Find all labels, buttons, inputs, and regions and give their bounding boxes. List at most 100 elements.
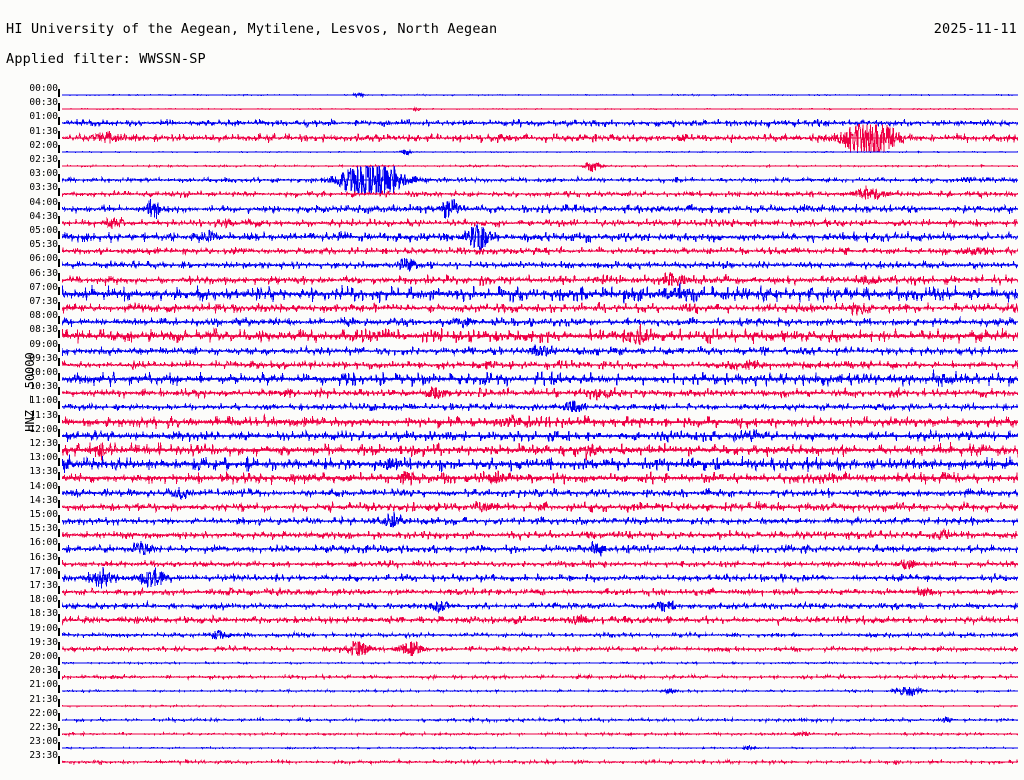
seismic-trace <box>62 606 1018 634</box>
seismic-trace <box>62 308 1018 336</box>
trace-time-label: 07:00 <box>29 281 58 293</box>
plot-date: 2025-11-11 <box>933 21 1017 37</box>
trace-row: 14:30 <box>0 495 1024 514</box>
seismic-trace <box>62 706 1018 734</box>
seismic-trace <box>62 280 1018 308</box>
trace-time-label: 16:00 <box>29 537 58 549</box>
trace-row: 09:30 <box>0 353 1024 372</box>
trace-time-label: 15:30 <box>29 523 58 535</box>
seismic-trace <box>62 635 1018 663</box>
seismic-trace <box>62 578 1018 606</box>
trace-axis-tick <box>58 713 60 722</box>
seismic-trace <box>62 351 1018 379</box>
seismic-trace <box>62 592 1018 620</box>
trace-row: 15:30 <box>0 524 1024 542</box>
trace-row: 11:30 <box>0 410 1024 430</box>
trace-axis-tick <box>58 642 60 651</box>
trace-time-label: 02:00 <box>29 139 58 151</box>
trace-row: 22:00 <box>0 708 1024 727</box>
trace-row: 21:30 <box>0 694 1024 713</box>
seismic-trace <box>62 479 1018 507</box>
trace-time-label: 23:30 <box>29 750 58 762</box>
trace-time-label: 22:30 <box>29 722 58 733</box>
trace-row: 20:30 <box>0 666 1024 684</box>
trace-time-label: 09:00 <box>29 338 58 350</box>
trace-axis-tick <box>58 443 60 452</box>
seismic-trace <box>62 123 1018 152</box>
trace-row: 12:30 <box>0 439 1024 461</box>
trace-axis-tick <box>58 287 60 296</box>
trace-row: 21:00 <box>0 680 1024 698</box>
trace-time-label: 02:30 <box>29 154 58 165</box>
trace-time-label: 09:30 <box>29 352 58 364</box>
trace-row: 22:30 <box>0 723 1024 741</box>
trace-row: 08:30 <box>0 324 1024 346</box>
trace-row: 03:30 <box>0 183 1024 201</box>
trace-axis-tick <box>58 415 60 424</box>
seismic-trace <box>62 493 1018 521</box>
trace-row: 12:00 <box>0 424 1024 443</box>
trace-row: 01:30 <box>0 123 1024 152</box>
trace-time-label: 13:00 <box>29 452 58 464</box>
trace-time-label: 03:30 <box>29 182 58 194</box>
trace-time-label: 00:30 <box>29 97 58 109</box>
seismic-trace <box>62 95 1018 123</box>
trace-axis-tick <box>58 684 60 693</box>
trace-axis-tick <box>58 159 60 168</box>
seismic-trace <box>62 564 1018 592</box>
trace-axis-tick <box>58 613 60 622</box>
trace-time-label: 14:00 <box>29 480 58 492</box>
seismic-trace <box>62 422 1018 450</box>
trace-row: 02:00 <box>0 140 1024 159</box>
trace-axis-tick <box>58 358 60 367</box>
trace-row: 23:00 <box>0 737 1024 755</box>
trace-time-label: 19:30 <box>29 636 58 648</box>
seismic-trace <box>62 237 1018 265</box>
trace-row: 05:00 <box>0 223 1024 251</box>
trace-axis-tick <box>58 699 60 708</box>
trace-row: 11:00 <box>0 396 1024 414</box>
trace-axis-tick <box>58 315 60 324</box>
trace-time-label: 13:30 <box>29 466 58 478</box>
trace-time-label: 21:00 <box>29 679 58 691</box>
trace-axis-tick <box>58 542 60 551</box>
trace-time-label: 20:00 <box>29 651 58 662</box>
trace-row: 00:30 <box>0 98 1024 116</box>
trace-row: 06:00 <box>0 254 1024 273</box>
seismic-trace <box>62 450 1018 478</box>
trace-row: 10:30 <box>0 382 1024 401</box>
trace-row: 13:00 <box>0 453 1024 474</box>
seismic-trace <box>62 436 1018 464</box>
seismic-trace <box>62 109 1018 137</box>
trace-time-label: 20:30 <box>29 665 58 677</box>
trace-row: 16:30 <box>0 552 1024 571</box>
trace-time-label: 07:30 <box>29 296 58 307</box>
trace-time-label: 18:00 <box>29 594 58 606</box>
seismic-trace <box>62 535 1018 563</box>
trace-row: 20:00 <box>0 652 1024 670</box>
trace-axis-tick <box>58 244 60 253</box>
trace-axis-tick <box>58 372 60 381</box>
trace-time-label: 18:30 <box>29 608 58 620</box>
trace-time-label: 05:30 <box>29 239 58 251</box>
seismic-trace <box>62 365 1018 393</box>
trace-row: 00:00 <box>0 84 1024 102</box>
trace-axis-tick <box>58 145 60 154</box>
helicorder-plot: 00:00 00:30 01:00 01:30 02:00 02:30 03:00 03:30… <box>0 78 1024 778</box>
trace-axis-tick <box>58 656 60 665</box>
seismic-trace <box>62 251 1018 279</box>
seismic-trace <box>62 166 1018 195</box>
trace-axis-tick <box>58 471 60 480</box>
trace-row: 06:30 <box>0 268 1024 287</box>
trace-time-label: 19:00 <box>29 622 58 634</box>
trace-row: 04:00 <box>0 197 1024 219</box>
trace-axis-tick <box>58 727 60 736</box>
trace-row: 10:00 <box>0 368 1024 388</box>
trace-row: 03:00 <box>0 166 1024 195</box>
trace-axis-tick <box>58 670 60 679</box>
trace-row: 14:00 <box>0 481 1024 500</box>
trace-time-label: 10:00 <box>29 367 58 378</box>
trace-axis-tick <box>58 230 60 239</box>
seismic-trace <box>62 692 1018 720</box>
seismic-trace <box>62 677 1018 705</box>
